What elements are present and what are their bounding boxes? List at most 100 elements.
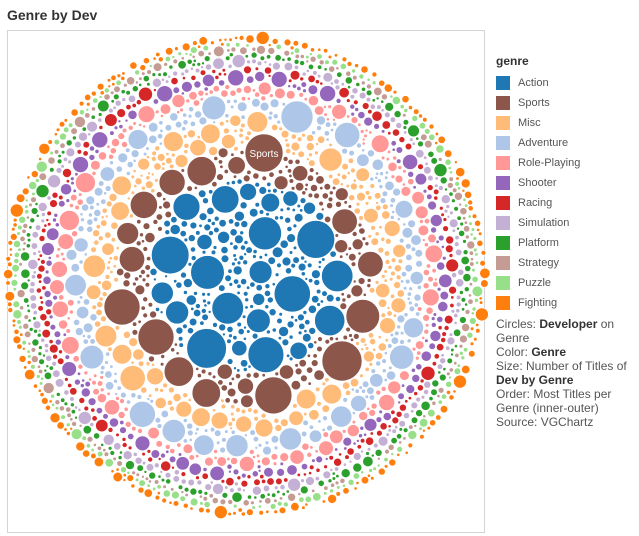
bubble-platform[interactable] [362,455,374,467]
bubble-fighting[interactable] [112,471,123,483]
bubble-shooter[interactable] [430,226,437,234]
bubble-racing[interactable] [160,460,172,472]
bubble-fighting[interactable] [240,511,246,517]
bubble-shooter[interactable] [48,314,54,320]
bubble-strategy[interactable] [402,436,407,441]
bubble-simulation[interactable] [453,312,459,318]
bubble-misc[interactable] [396,289,405,298]
bubble-fighting[interactable] [454,160,458,164]
bubble-misc[interactable] [321,404,330,413]
bubble-action[interactable] [272,188,278,194]
bubble-strategy[interactable] [91,106,96,112]
bubble-racing[interactable] [37,264,46,273]
bubble-misc[interactable] [387,264,393,270]
bubble-adventure[interactable] [100,198,107,205]
bubble-racing[interactable] [419,378,425,384]
bubble-fighting[interactable] [12,222,18,228]
bubble-shooter[interactable] [91,131,109,149]
bubble-misc[interactable] [238,133,244,139]
bubble-fighting[interactable] [12,323,16,328]
bubble-misc[interactable] [154,397,167,409]
bubble-shooter[interactable] [80,383,85,388]
bubble-strategy[interactable] [24,330,32,339]
bubble-simulation[interactable] [180,478,187,485]
bubble-strategy[interactable] [239,46,248,55]
bubble-strategy[interactable] [213,45,225,58]
bubble-simulation[interactable] [365,96,372,103]
bubble-strategy[interactable] [123,82,128,88]
bubble-racing[interactable] [64,377,69,382]
bubble-role-playing[interactable] [269,93,274,98]
bubble-shooter[interactable] [324,457,329,461]
bubble-strategy[interactable] [283,49,290,57]
bubble-sports[interactable] [284,164,289,169]
bubble-racing[interactable] [333,457,342,467]
bubble-misc[interactable] [367,234,372,239]
bubble-role-playing[interactable] [124,421,132,428]
bubble-role-playing[interactable] [260,95,267,102]
bubble-puzzle[interactable] [418,426,423,431]
bubble-fighting[interactable] [6,301,13,307]
bubble-simulation[interactable] [455,301,462,308]
bubble-puzzle[interactable] [474,297,479,303]
bubble-action[interactable] [329,250,337,258]
bubble-action[interactable] [227,268,233,274]
bubble-action[interactable] [326,294,335,303]
bubble-sports[interactable] [217,379,224,386]
bubble-platform[interactable] [229,52,234,58]
bubble-misc[interactable] [151,150,157,157]
bubble-shooter[interactable] [72,156,89,173]
bubble-action[interactable] [280,190,285,195]
bubble-fighting[interactable] [396,452,401,457]
bubble-shooter[interactable] [397,392,405,400]
bubble-misc[interactable] [393,281,401,289]
bubble-action[interactable] [240,359,249,368]
bubble-action[interactable] [182,323,188,329]
bubble-strategy[interactable] [256,45,266,55]
bubble-role-playing[interactable] [92,388,100,396]
bubble-strategy[interactable] [21,247,26,252]
bubble-puzzle[interactable] [474,252,479,257]
bubble-adventure[interactable] [89,204,95,211]
bubble-puzzle[interactable] [49,150,54,156]
bubble-action[interactable] [202,197,209,204]
bubble-role-playing[interactable] [117,132,126,140]
bubble-shooter[interactable] [426,193,433,200]
bubble-fighting[interactable] [455,167,466,177]
bubble-fighting[interactable] [13,328,20,335]
bubble-racing[interactable] [413,391,419,396]
bubble-racing[interactable] [98,125,104,130]
bubble-racing[interactable] [395,410,403,418]
bubble-action[interactable] [207,310,212,314]
bubble-misc[interactable] [231,417,236,422]
bubble-sports[interactable] [329,336,334,342]
bubble-racing[interactable] [36,273,43,280]
bubble-strategy[interactable] [22,223,29,229]
bubble-platform[interactable] [132,85,139,92]
bubble-sports[interactable] [147,302,153,308]
bubble-strategy[interactable] [469,261,475,267]
bubble-action[interactable] [202,298,207,304]
bubble-fighting[interactable] [478,231,483,236]
bubble-racing[interactable] [338,87,350,99]
bubble-misc[interactable] [227,421,233,427]
bubble-racing[interactable] [182,76,186,81]
bubble-simulation[interactable] [312,70,318,76]
bubble-platform[interactable] [32,316,37,321]
bubble-fighting[interactable] [469,341,475,346]
bubble-misc[interactable] [308,409,320,421]
bubble-action[interactable] [290,315,295,320]
bubble-puzzle[interactable] [13,273,18,278]
bubble-puzzle[interactable] [16,231,21,236]
bubble-sports[interactable] [160,354,165,359]
bubble-shooter[interactable] [228,469,232,474]
bubble-simulation[interactable] [30,274,36,280]
bubble-action[interactable] [264,283,271,290]
bubble-adventure[interactable] [126,171,131,176]
bubble-misc[interactable] [386,306,391,310]
bubble-racing[interactable] [58,349,63,355]
bubble-shooter[interactable] [358,433,363,439]
bubble-puzzle[interactable] [70,428,83,440]
bubble-platform[interactable] [427,150,435,158]
bubble-misc[interactable] [355,341,360,346]
